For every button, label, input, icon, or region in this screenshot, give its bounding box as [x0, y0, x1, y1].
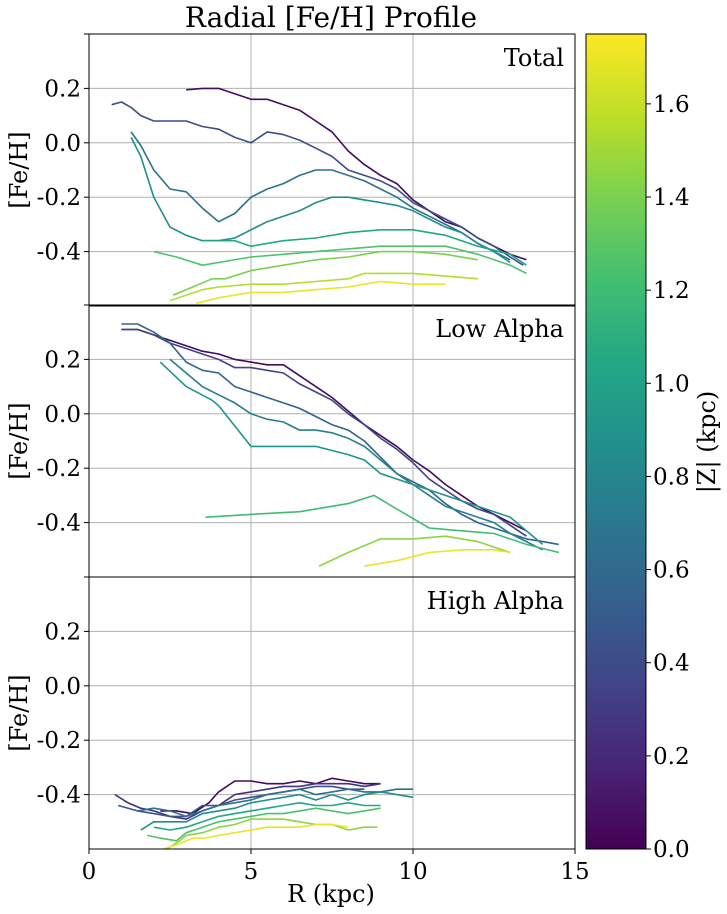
y-axis-label: [Fe/H]: [5, 402, 33, 479]
colorbar-tick-label: 0.6: [653, 558, 690, 584]
colorbar-ticks: 0.0 0.2 0.4 0.6 0.8 1.0 1.2 1.4 1.6: [646, 92, 690, 863]
panel-low-alpha: -0.4 -0.2 0.0 0.2 [Fe/H] Low Alpha: [5, 304, 576, 578]
series-line: [153, 801, 381, 831]
y-tick-label: 0.2: [44, 76, 81, 102]
colorbar-tick-label: 0.0: [653, 837, 690, 863]
colorbar-tick-label: 0.2: [653, 744, 690, 770]
series-line: [195, 280, 446, 305]
series-line: [121, 323, 559, 546]
series-line: [114, 782, 381, 820]
y-tick-label: 0.0: [44, 402, 81, 428]
x-axis-label: R (kpc): [287, 880, 375, 908]
series-line: [318, 535, 511, 567]
y-axis-label: [Fe/H]: [5, 131, 33, 208]
series-line: [159, 361, 544, 546]
y-tick-label: -0.2: [37, 728, 81, 754]
colorbar-label: |Z| (kpc): [693, 391, 722, 494]
series-line: [163, 823, 349, 850]
colorbar-tick-label: 1.4: [653, 185, 690, 211]
series-line: [121, 328, 527, 532]
y-axis-label: [Fe/H]: [5, 674, 33, 751]
colorbar-gradient: [585, 33, 647, 850]
chart-title: Radial [Fe/H] Profile: [185, 1, 477, 34]
y-tick-label: -0.4: [37, 783, 81, 809]
series-line: [169, 272, 478, 302]
y-tick-label: 0.0: [44, 674, 81, 700]
panels-group: -0.4 -0.2 0.0 0.2 [Fe/H] Total -0.4 -0.2 0.0 0.2 […: [5, 33, 590, 885]
x-tick-label: 15: [560, 859, 589, 885]
colorbar-tick-label: 1.6: [653, 92, 690, 118]
panel-frame: [88, 33, 576, 307]
x-tick-label: 0: [82, 859, 97, 885]
series-line: [364, 548, 511, 567]
x-tick-label: 5: [244, 859, 259, 885]
panel-label: Total: [504, 44, 564, 72]
series-line: [166, 818, 378, 850]
colorbar: 0.0 0.2 0.4 0.6 0.8 1.0 1.2 1.4 1.6 |Z| (kpc): [585, 33, 722, 863]
series-line: [130, 137, 511, 264]
series-line: [137, 788, 413, 818]
panel-frame: [88, 576, 576, 850]
y-tick-label: 0.2: [44, 347, 81, 373]
series-line: [205, 494, 559, 554]
series-line: [147, 807, 381, 842]
series-line: [172, 250, 478, 296]
y-tick-label: 0.0: [44, 131, 81, 157]
series-line: [153, 245, 527, 275]
series-line: [140, 791, 414, 831]
panel-total: -0.4 -0.2 0.0 0.2 [Fe/H] Total: [5, 33, 576, 307]
panel-label: Low Alpha: [435, 315, 564, 343]
panel-label: High Alpha: [427, 587, 564, 615]
y-tick-label: -0.2: [37, 456, 81, 482]
panel-high-alpha: -0.4 -0.2 0.0 0.2 [Fe/H] High Alpha 0 5 10 15: [5, 576, 590, 885]
colorbar-tick-label: 1.2: [653, 278, 690, 304]
series-line: [169, 358, 543, 551]
y-tick-label: 0.2: [44, 619, 81, 645]
colorbar-tick-label: 0.8: [653, 464, 690, 490]
x-tick-label: 10: [398, 859, 427, 885]
series-line: [111, 101, 524, 266]
series-line: [130, 131, 511, 261]
colorbar-tick-label: 0.4: [653, 651, 690, 677]
series-line: [202, 229, 527, 266]
series-line: [121, 328, 527, 537]
series-line: [117, 785, 365, 818]
y-tick-label: -0.2: [37, 185, 81, 211]
series-line: [186, 87, 527, 261]
colorbar-tick-label: 1.0: [653, 371, 690, 397]
series-line: [160, 777, 381, 815]
y-tick-label: -0.4: [37, 240, 81, 266]
y-tick-label: -0.4: [37, 511, 81, 537]
